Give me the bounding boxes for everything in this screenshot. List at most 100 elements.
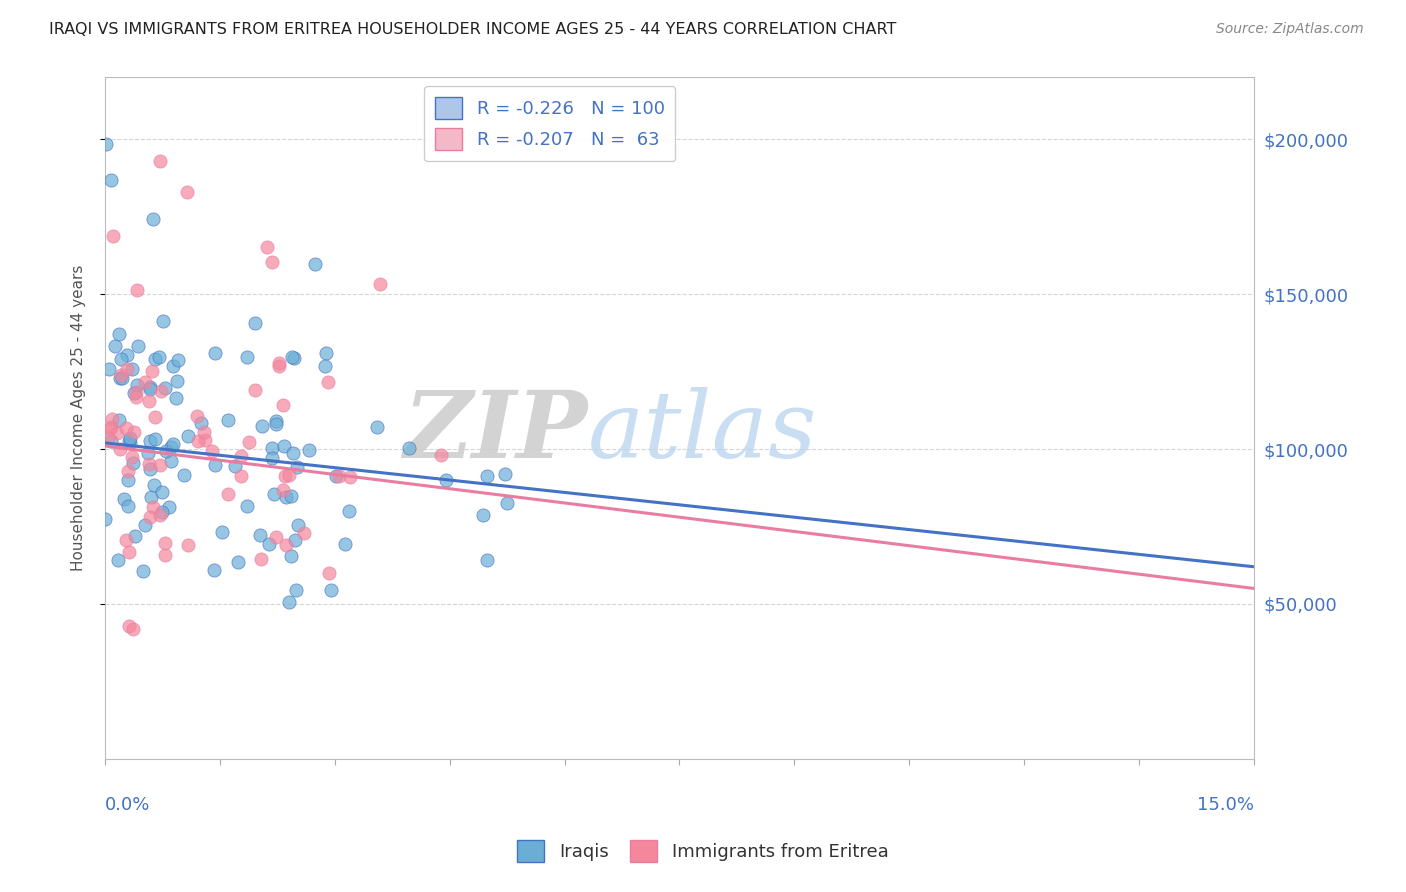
Point — [217, 413, 239, 427]
Point — [204, 346, 226, 360]
Point — [298, 442, 321, 457]
Point — [101, 411, 124, 425]
Point — [94, 512, 117, 526]
Point — [228, 555, 250, 569]
Point — [281, 350, 304, 364]
Point — [249, 528, 271, 542]
Point — [287, 518, 309, 533]
Point — [155, 549, 177, 563]
Text: Source: ZipAtlas.com: Source: ZipAtlas.com — [1216, 22, 1364, 37]
Point — [114, 533, 136, 547]
Point — [157, 500, 180, 515]
Point — [143, 432, 166, 446]
Point — [162, 359, 184, 373]
Point — [257, 537, 280, 551]
Point — [139, 434, 162, 449]
Point — [430, 448, 453, 462]
Point — [122, 622, 145, 636]
Point — [496, 496, 519, 510]
Point — [118, 435, 141, 450]
Point — [167, 353, 190, 368]
Point — [139, 510, 162, 524]
Point — [274, 490, 297, 504]
Point — [121, 450, 143, 464]
Point — [187, 434, 209, 448]
Point — [368, 277, 391, 291]
Point — [229, 449, 252, 463]
Point — [142, 500, 165, 515]
Point — [100, 173, 122, 187]
Point — [236, 499, 259, 513]
Point — [176, 185, 198, 199]
Point — [494, 467, 516, 481]
Text: IRAQI VS IMMIGRANTS FROM ERITREA HOUSEHOLDER INCOME AGES 25 - 44 YEARS CORRELATI: IRAQI VS IMMIGRANTS FROM ERITREA HOUSEHO… — [49, 22, 897, 37]
Point — [292, 525, 315, 540]
Point — [267, 355, 290, 369]
Point — [150, 484, 173, 499]
Point — [143, 351, 166, 366]
Point — [134, 518, 156, 533]
Point — [117, 473, 139, 487]
Point — [143, 409, 166, 424]
Point — [143, 478, 166, 492]
Point — [118, 431, 141, 445]
Point — [122, 385, 145, 400]
Point — [315, 346, 337, 360]
Point — [98, 361, 121, 376]
Point — [125, 384, 148, 399]
Point — [115, 348, 138, 362]
Point — [100, 434, 122, 448]
Text: ZIP: ZIP — [404, 387, 588, 476]
Point — [475, 469, 498, 483]
Point — [112, 491, 135, 506]
Point — [229, 468, 252, 483]
Point — [194, 433, 217, 447]
Point — [153, 536, 176, 550]
Point — [132, 564, 155, 578]
Point — [122, 425, 145, 439]
Point — [264, 530, 287, 544]
Point — [115, 362, 138, 376]
Point — [202, 563, 225, 577]
Y-axis label: Householder Income Ages 25 - 44 years: Householder Income Ages 25 - 44 years — [72, 265, 86, 571]
Point — [285, 460, 308, 475]
Point — [260, 441, 283, 455]
Point — [117, 464, 139, 478]
Point — [114, 421, 136, 435]
Point — [118, 619, 141, 633]
Point — [150, 505, 173, 519]
Point — [243, 383, 266, 397]
Point — [186, 409, 208, 424]
Point — [149, 458, 172, 473]
Point — [250, 418, 273, 433]
Point — [141, 364, 163, 378]
Point — [117, 499, 139, 513]
Point — [269, 359, 291, 373]
Point — [243, 316, 266, 330]
Point — [256, 240, 278, 254]
Point — [176, 538, 198, 552]
Point — [142, 211, 165, 226]
Point — [339, 470, 361, 484]
Point — [165, 391, 187, 405]
Point — [134, 375, 156, 389]
Point — [127, 378, 149, 392]
Point — [471, 508, 494, 523]
Point — [124, 528, 146, 542]
Point — [224, 459, 246, 474]
Point — [176, 429, 198, 443]
Point — [94, 137, 117, 152]
Point — [110, 352, 132, 367]
Point — [110, 442, 132, 457]
Point — [333, 536, 356, 550]
Point — [153, 381, 176, 395]
Point — [278, 595, 301, 609]
Point — [166, 374, 188, 388]
Point — [238, 434, 260, 449]
Point — [122, 456, 145, 470]
Point — [138, 457, 160, 471]
Point — [108, 326, 131, 341]
Point — [173, 468, 195, 483]
Point — [98, 422, 121, 436]
Text: atlas: atlas — [588, 387, 817, 476]
